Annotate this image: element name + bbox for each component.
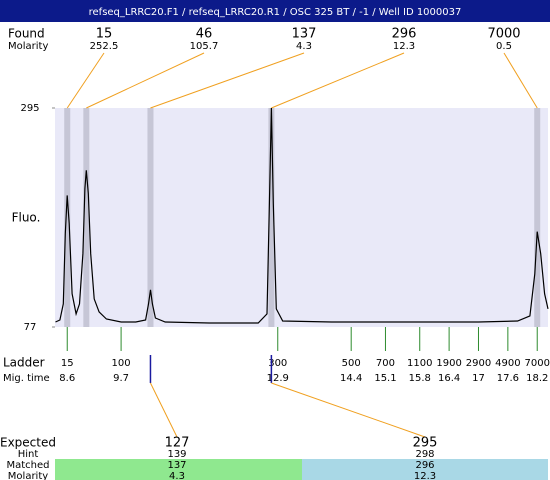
- expected-size: 127: [165, 436, 190, 451]
- peak-band: [83, 108, 90, 327]
- found-molarity: 105.7: [190, 41, 219, 52]
- ladder-time: 16.4: [438, 373, 460, 384]
- matched-left-bg: [55, 459, 302, 480]
- matched-size: 296: [415, 460, 434, 471]
- molarity-label: Molarity: [8, 471, 48, 480]
- expected-size: 295: [413, 436, 438, 451]
- found-size: 137: [292, 27, 317, 42]
- found-size: 7000: [487, 27, 520, 42]
- found-connector: [66, 52, 105, 109]
- ladder-time: 12.9: [267, 373, 289, 384]
- matched-label: Matched: [6, 460, 49, 471]
- y-tick-label: 295: [20, 103, 39, 114]
- expected-connector: [271, 382, 426, 438]
- hint-label: Hint: [18, 449, 39, 460]
- found-molarity: 252.5: [90, 41, 119, 52]
- found-size: 296: [392, 27, 417, 42]
- plot-area: [55, 108, 548, 327]
- matched-right-bg: [302, 459, 548, 480]
- ladder-size: 4900: [495, 358, 520, 369]
- matched-molarity: 12.3: [414, 471, 436, 480]
- found-molarity: 4.3: [296, 41, 312, 52]
- peak-band: [64, 108, 71, 327]
- mig-time-label: Mig. time: [3, 373, 50, 384]
- found-connector: [150, 52, 305, 109]
- ladder-time: 17: [472, 373, 485, 384]
- title: refseq_LRRC20.F1 / refseq_LRRC20.R1 / OS…: [89, 7, 462, 18]
- hint-size: 298: [415, 449, 434, 460]
- found-molarity-label: Molarity: [8, 41, 48, 52]
- ladder-time: 8.6: [59, 373, 75, 384]
- ladder-time: 14.4: [340, 373, 362, 384]
- found-connector: [271, 52, 405, 109]
- expected-connector: [150, 382, 178, 438]
- title-bar: [0, 0, 550, 22]
- trace: [55, 107, 549, 324]
- ladder-size: 2900: [466, 358, 491, 369]
- found-connector: [86, 52, 205, 109]
- ladder-time: 15.8: [409, 373, 431, 384]
- ladder-time: 15.1: [374, 373, 396, 384]
- ladder-time: 18.2: [526, 373, 548, 384]
- peak-band: [534, 108, 541, 327]
- found-size: 46: [196, 27, 213, 42]
- ladder-size: 1100: [407, 358, 432, 369]
- found-connector: [503, 52, 538, 109]
- peak-band: [268, 108, 275, 327]
- y-axis-label: Fluo.: [12, 211, 41, 225]
- ladder-size: 7000: [525, 358, 550, 369]
- ladder-time: 9.7: [113, 373, 129, 384]
- y-tick-label: 77: [24, 322, 37, 333]
- matched-molarity: 4.3: [169, 471, 185, 480]
- matched-size: 137: [167, 460, 186, 471]
- ladder-size: 1900: [436, 358, 461, 369]
- found-molarity: 0.5: [496, 41, 512, 52]
- found-size: 15: [96, 27, 113, 42]
- found-molarity: 12.3: [393, 41, 415, 52]
- ladder-size: 500: [342, 358, 361, 369]
- ladder-size: 300: [268, 358, 287, 369]
- found-label: Found: [8, 27, 45, 41]
- ladder-size: 100: [112, 358, 131, 369]
- expected-label: Expected: [0, 436, 56, 450]
- ladder-time: 17.6: [497, 373, 519, 384]
- ladder-size: 15: [61, 358, 74, 369]
- ladder-label: Ladder: [3, 356, 45, 370]
- peak-band: [147, 108, 154, 327]
- ladder-size: 700: [376, 358, 395, 369]
- hint-size: 139: [167, 449, 186, 460]
